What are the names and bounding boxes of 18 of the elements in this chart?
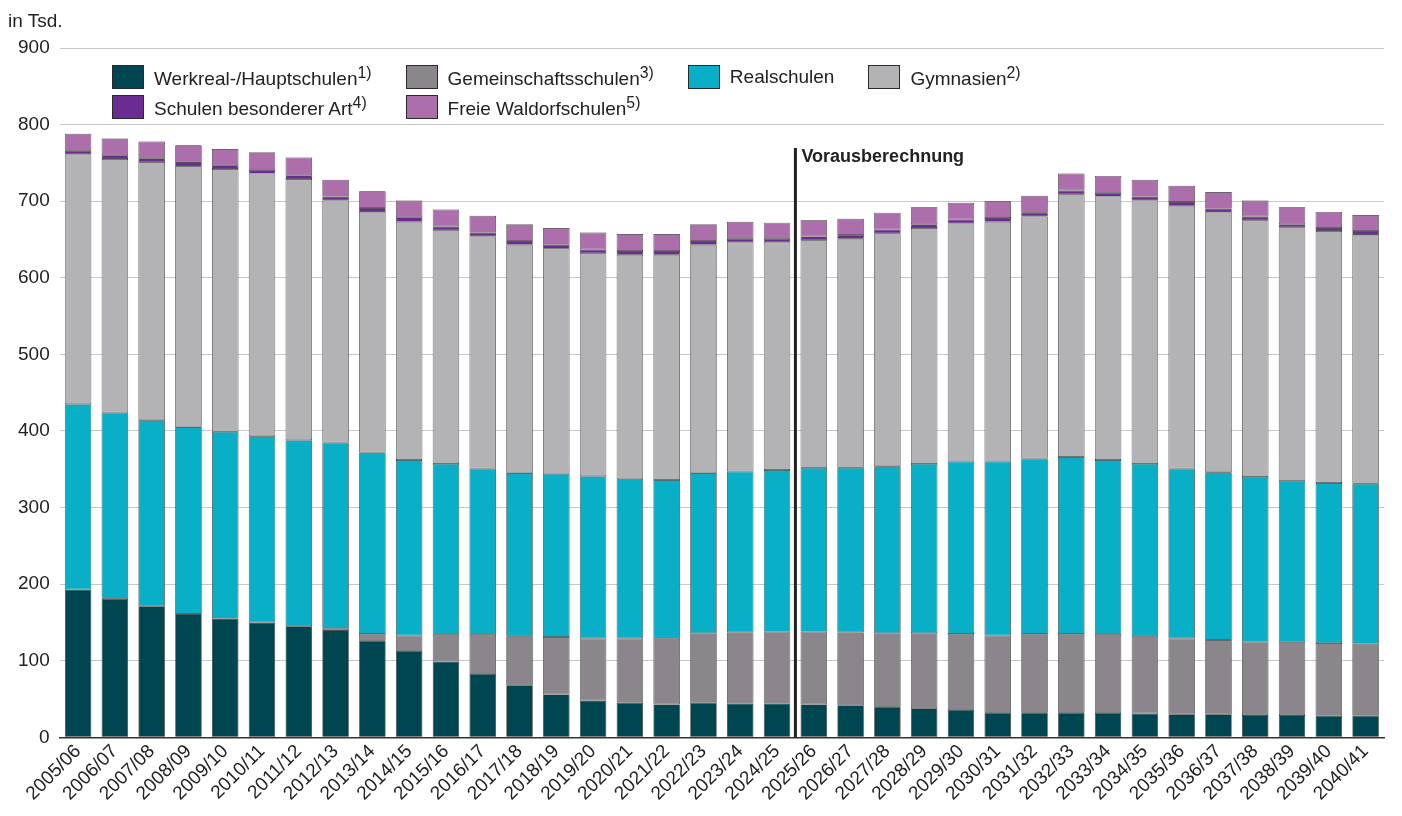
legend-label: Werkreal-/Hauptschulen$^{1)}$ [154,64,372,91]
y-axis-title: in Tsd. [8,10,63,32]
y-tick-label: 0 [39,725,50,747]
legend-label: Schulen besonderer Art$^{4)}$ [154,94,367,121]
y-tick-label: 200 [18,572,50,594]
y-tick-label: 100 [18,648,50,670]
y-tick-label: 800 [18,112,50,134]
legend-label: Realschulen [729,66,835,89]
legend-label: Freie Waldorfschulen$^{5)}$ [447,94,641,121]
ref-line-label: Vorausberechnung [801,145,965,166]
legend-label: Gymnasien$^{2)}$ [910,64,1021,91]
y-tick-label: 500 [18,342,50,364]
legend-label: Gemeinschaftsschulen$^{3)}$ [447,64,654,91]
y-tick-label: 400 [18,419,50,441]
y-tick-label: 900 [18,36,50,58]
y-tick-label: 700 [18,189,50,211]
y-tick-label: 600 [18,266,50,288]
y-tick-label: 300 [18,495,50,517]
